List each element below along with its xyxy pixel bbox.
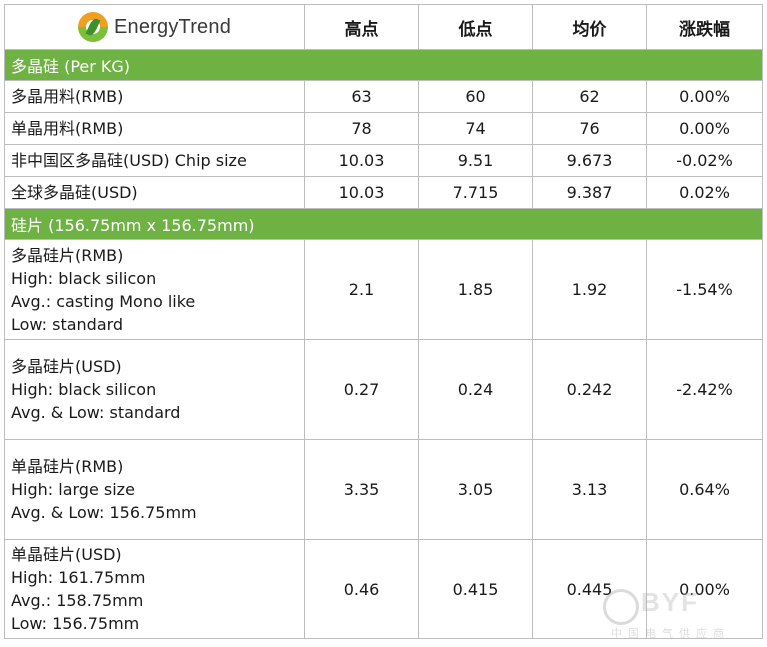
watermark-circle-icon xyxy=(603,589,639,625)
change-value: 0.00% xyxy=(646,539,763,639)
high-value: 0.27 xyxy=(304,339,419,440)
table-row: 多晶硅片(RMB) High: black silicon Avg.: castin… xyxy=(4,239,763,340)
change-value: 0.00% xyxy=(646,80,763,113)
product-note: Low: standard xyxy=(11,314,124,334)
low-value: 9.51 xyxy=(418,144,533,177)
change-value: -0.02% xyxy=(646,144,763,177)
avg-value: 9.387 xyxy=(532,176,647,209)
avg-value: 76 xyxy=(532,112,647,145)
change-value: 0.64% xyxy=(646,439,763,540)
high-value: 3.35 xyxy=(304,439,419,540)
logo-cell: EnergyTrend xyxy=(4,4,305,50)
table-row: 多晶用料(RMB) 63 60 62 0.00% xyxy=(4,80,763,113)
product-note: High: large size xyxy=(11,480,135,499)
low-value: 1.85 xyxy=(418,239,533,340)
avg-value: 3.13 xyxy=(532,439,647,540)
table-row: 单晶硅片(RMB) High: large size Avg. & Low: 156… xyxy=(4,439,763,540)
product-label: 单晶硅片(RMB) High: large size Avg. & Low: 156… xyxy=(4,439,305,540)
high-value: 2.1 xyxy=(304,239,419,340)
high-value: 10.03 xyxy=(304,144,419,177)
change-value: 0.00% xyxy=(646,112,763,145)
change-value: -2.42% xyxy=(646,339,763,440)
product-label: 全球多晶硅(USD) xyxy=(4,176,305,209)
avg-value: 9.673 xyxy=(532,144,647,177)
product-note: Avg.: casting Mono like xyxy=(11,291,196,311)
header-high: 高点 xyxy=(304,4,419,50)
avg-value: 0.242 xyxy=(532,339,647,440)
product-name: 多晶用料(RMB) xyxy=(11,87,124,106)
table-row: 多晶硅片(USD) High: black silicon Avg. & Low: … xyxy=(4,339,763,440)
product-note: High: 161.75mm xyxy=(11,568,146,587)
product-note: Avg. & Low: standard xyxy=(11,403,181,422)
header-row: EnergyTrend 高点 低点 均价 涨跌幅 xyxy=(4,4,763,50)
logo-text: EnergyTrend xyxy=(113,15,232,38)
product-note: Avg. & Low: 156.75mm xyxy=(11,503,197,522)
product-label: 单晶硅片(USD) High: 161.75mm Avg.: 158.75mm Low… xyxy=(4,539,305,639)
header-avg: 均价 xyxy=(532,4,647,50)
product-name: 单晶用料(RMB) xyxy=(11,119,124,138)
low-value: 60 xyxy=(418,80,533,113)
low-value: 3.05 xyxy=(418,439,533,540)
avg-value: 62 xyxy=(532,80,647,113)
low-value: 7.715 xyxy=(418,176,533,209)
change-value: 0.02% xyxy=(646,176,763,209)
table-row: 单晶硅片(USD) High: 161.75mm Avg.: 158.75mm Low… xyxy=(4,539,763,639)
product-note: High: black silicon xyxy=(11,380,157,399)
table-body: 多晶硅 (Per KG) 多晶用料(RMB) 63 60 62 0.00% 单晶用料(RMB… xyxy=(4,49,763,639)
high-value: 78 xyxy=(304,112,419,145)
product-name: 单晶硅片(USD) xyxy=(11,545,122,564)
product-name: 多晶硅片(USD) xyxy=(11,357,122,376)
watermark-sub: 中国电气供应商 xyxy=(611,627,730,640)
header-low: 低点 xyxy=(418,4,533,50)
product-label: 多晶硅片(USD) High: black silicon Avg. & Low: … xyxy=(4,339,305,440)
product-label: 多晶用料(RMB) xyxy=(4,80,305,113)
high-value: 0.46 xyxy=(304,539,419,639)
section-title: 多晶硅 (Per KG) xyxy=(4,49,763,81)
energytrend-logo: EnergyTrend xyxy=(11,12,298,42)
high-value: 63 xyxy=(304,80,419,113)
product-note: Low: 156.75mm xyxy=(11,614,140,633)
product-label: 非中国区多晶硅(USD) Chip size xyxy=(4,144,305,177)
product-note: High: black silicon xyxy=(11,268,157,288)
avg-value: 1.92 xyxy=(532,239,647,340)
watermark: BYF 中国电气供应商 xyxy=(599,585,759,641)
high-value: 10.03 xyxy=(304,176,419,209)
change-value: -1.54% xyxy=(646,239,763,340)
price-table: EnergyTrend 高点 低点 均价 涨跌幅 多晶硅 (Per KG) 多晶用… xyxy=(4,4,763,639)
product-name: 非中国区多晶硅(USD) Chip size xyxy=(11,151,247,170)
product-note: Avg.: 158.75mm xyxy=(11,591,144,610)
table-row: 非中国区多晶硅(USD) Chip size 10.03 9.51 9.673 -0.0… xyxy=(4,144,763,177)
product-label: 多晶硅片(RMB) High: black silicon Avg.: castin… xyxy=(4,239,305,340)
table-row: 全球多晶硅(USD) 10.03 7.715 9.387 0.02% xyxy=(4,176,763,209)
section-header: 硅片 (156.75mm x 156.75mm) xyxy=(4,208,763,240)
product-label: 单晶用料(RMB) xyxy=(4,112,305,145)
low-value: 0.415 xyxy=(418,539,533,639)
table-row: 单晶用料(RMB) 78 74 76 0.00% xyxy=(4,112,763,145)
leaf-icon xyxy=(77,12,108,42)
product-name: 全球多晶硅(USD) xyxy=(11,183,138,202)
low-value: 0.24 xyxy=(418,339,533,440)
section-title: 硅片 (156.75mm x 156.75mm) xyxy=(4,208,763,240)
low-value: 74 xyxy=(418,112,533,145)
header-change: 涨跌幅 xyxy=(646,4,763,50)
product-name: 多晶硅片(RMB) xyxy=(11,245,124,265)
watermark-brand: BYF xyxy=(641,587,699,617)
section-header: 多晶硅 (Per KG) xyxy=(4,49,763,81)
product-name: 单晶硅片(RMB) xyxy=(11,457,124,476)
